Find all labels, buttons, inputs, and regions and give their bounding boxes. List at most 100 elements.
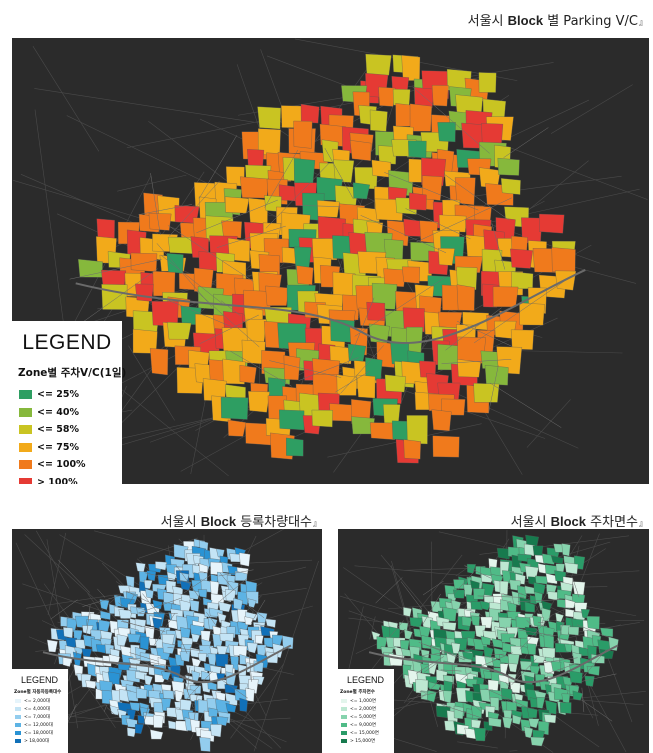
- zone-block: [527, 707, 538, 719]
- zone-block: [99, 599, 110, 610]
- zone-block: [201, 670, 211, 681]
- street-line: [416, 197, 512, 243]
- zone-block: [255, 634, 264, 644]
- zone-block: [535, 575, 550, 585]
- street-line: [150, 173, 161, 235]
- street-line: [219, 678, 249, 699]
- street-line: [537, 657, 578, 664]
- street-line: [156, 243, 213, 308]
- legend-label: <= 100%: [37, 459, 86, 471]
- legend-label: <= 1,000면: [350, 699, 376, 704]
- zone-block: [81, 648, 93, 658]
- zone-block: [457, 359, 482, 378]
- road-line: [128, 345, 175, 421]
- street-line: [503, 127, 549, 158]
- legend-item: <= 2,000대: [15, 697, 68, 705]
- street-line: [412, 86, 490, 154]
- street-line: [185, 670, 213, 701]
- zone-block: [145, 588, 154, 599]
- legend-label: <= 9,000면: [350, 723, 376, 728]
- street-line: [120, 621, 166, 632]
- zone-block: [543, 714, 557, 724]
- zone-block: [565, 608, 575, 618]
- street-line: [423, 643, 467, 659]
- zone-block: [293, 120, 313, 149]
- road-line: [230, 664, 284, 739]
- street-line: [57, 559, 90, 593]
- zone-block: [100, 610, 111, 620]
- street-line: [122, 620, 143, 627]
- zone-block: [199, 737, 211, 752]
- street-line: [440, 669, 462, 672]
- street-line: [248, 605, 265, 619]
- zone-block: [85, 680, 98, 689]
- legend-swatch: [341, 731, 347, 735]
- zone-block: [524, 601, 535, 613]
- zone-block: [352, 182, 370, 200]
- zone-block: [126, 690, 139, 702]
- street-line: [194, 695, 198, 720]
- main-map-legend: LEGEND Zone별 주차V/C(1일) <= 25% <= 40% <= 58…: [12, 321, 126, 484]
- road-line: [34, 109, 66, 339]
- street-line: [198, 135, 238, 199]
- zone-block: [135, 283, 154, 302]
- street-line: [581, 673, 617, 682]
- street-line: [505, 681, 514, 694]
- legend-item: <= 2,000면: [341, 705, 394, 713]
- zone-block: [390, 342, 409, 365]
- zone-block: [402, 307, 425, 333]
- zone-block: [365, 53, 392, 76]
- zone-block: [148, 213, 172, 231]
- zone-block: [534, 591, 543, 604]
- zone-block: [408, 140, 427, 159]
- zone-block: [144, 674, 153, 686]
- zone-block: [524, 626, 538, 636]
- main-vc-map[interactable]: LEGEND Zone별 주차V/C(1일) <= 25% <= 40% <= 58…: [12, 38, 649, 484]
- vehicle-count-map[interactable]: LEGEND Zone별 자동차등록대수 <= 2,000대 <= 4,000대 <…: [12, 529, 322, 753]
- vehicle-map-legend: LEGEND Zone별 자동차등록대수 <= 2,000대 <= 4,000대 <…: [12, 669, 68, 753]
- zone-block: [162, 642, 176, 654]
- zone-block: [586, 616, 600, 630]
- street-line: [125, 590, 149, 603]
- street-line: [519, 615, 552, 650]
- street-line: [547, 663, 575, 674]
- legend-label: <= 7,000대: [24, 715, 50, 720]
- legend-swatch: [341, 715, 347, 719]
- zone-block: [247, 598, 257, 608]
- street-line: [86, 605, 91, 637]
- street-line: [97, 588, 106, 598]
- zone-block: [438, 214, 467, 233]
- legend-swatch: [15, 723, 21, 727]
- legend-label: > 15,000면: [350, 739, 376, 744]
- zone-block: [414, 87, 435, 109]
- zone-block: [561, 693, 571, 704]
- zone-block: [484, 365, 509, 386]
- legend-swatch: [19, 425, 32, 435]
- zone-block: [533, 654, 546, 664]
- zone-block: [116, 634, 128, 646]
- legend-label: <= 12,000대: [24, 723, 53, 728]
- street-line: [248, 650, 252, 682]
- zone-block: [523, 726, 533, 739]
- street-line: [167, 225, 254, 282]
- legend-swatch: [15, 699, 21, 703]
- street-line: [153, 613, 176, 646]
- street-line: [300, 205, 341, 207]
- street-line: [69, 259, 162, 280]
- zone-block: [333, 159, 355, 183]
- street-line: [264, 149, 299, 208]
- zone-block: [508, 663, 518, 673]
- zone-block: [561, 543, 571, 557]
- zone-block: [283, 355, 301, 381]
- street-line: [103, 704, 107, 713]
- street-line: [324, 148, 354, 200]
- street-line: [180, 639, 188, 654]
- zone-block: [265, 285, 290, 306]
- zone-block: [452, 589, 465, 599]
- street-line: [511, 658, 537, 686]
- zone-block: [374, 198, 404, 221]
- zone-block: [453, 705, 464, 720]
- zone-block: [293, 158, 316, 186]
- parking-space-map[interactable]: LEGEND Zone별 주차면수 <= 1,000면 <= 2,000면 <= 5…: [338, 529, 649, 753]
- street-line: [219, 578, 247, 602]
